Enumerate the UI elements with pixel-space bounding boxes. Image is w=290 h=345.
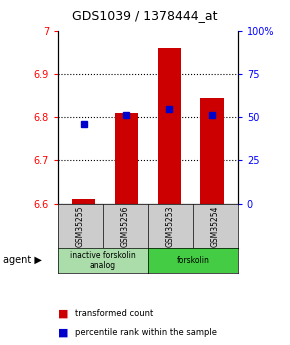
Text: inactive forskolin
analog: inactive forskolin analog	[70, 251, 136, 270]
Text: GSM35255: GSM35255	[76, 205, 85, 247]
Text: ■: ■	[58, 328, 68, 338]
Bar	[72, 199, 95, 204]
Text: GSM35254: GSM35254	[211, 205, 220, 247]
Text: percentile rank within the sample: percentile rank within the sample	[75, 328, 218, 337]
Text: GSM35256: GSM35256	[121, 205, 130, 247]
Text: forskolin: forskolin	[176, 256, 209, 265]
Text: ■: ■	[58, 309, 68, 319]
Bar	[200, 98, 224, 204]
Text: GDS1039 / 1378444_at: GDS1039 / 1378444_at	[72, 9, 218, 22]
Text: GSM35253: GSM35253	[166, 205, 175, 247]
Text: agent ▶: agent ▶	[3, 256, 42, 265]
Bar	[157, 48, 181, 204]
Bar	[115, 113, 138, 204]
Text: transformed count: transformed count	[75, 309, 154, 318]
